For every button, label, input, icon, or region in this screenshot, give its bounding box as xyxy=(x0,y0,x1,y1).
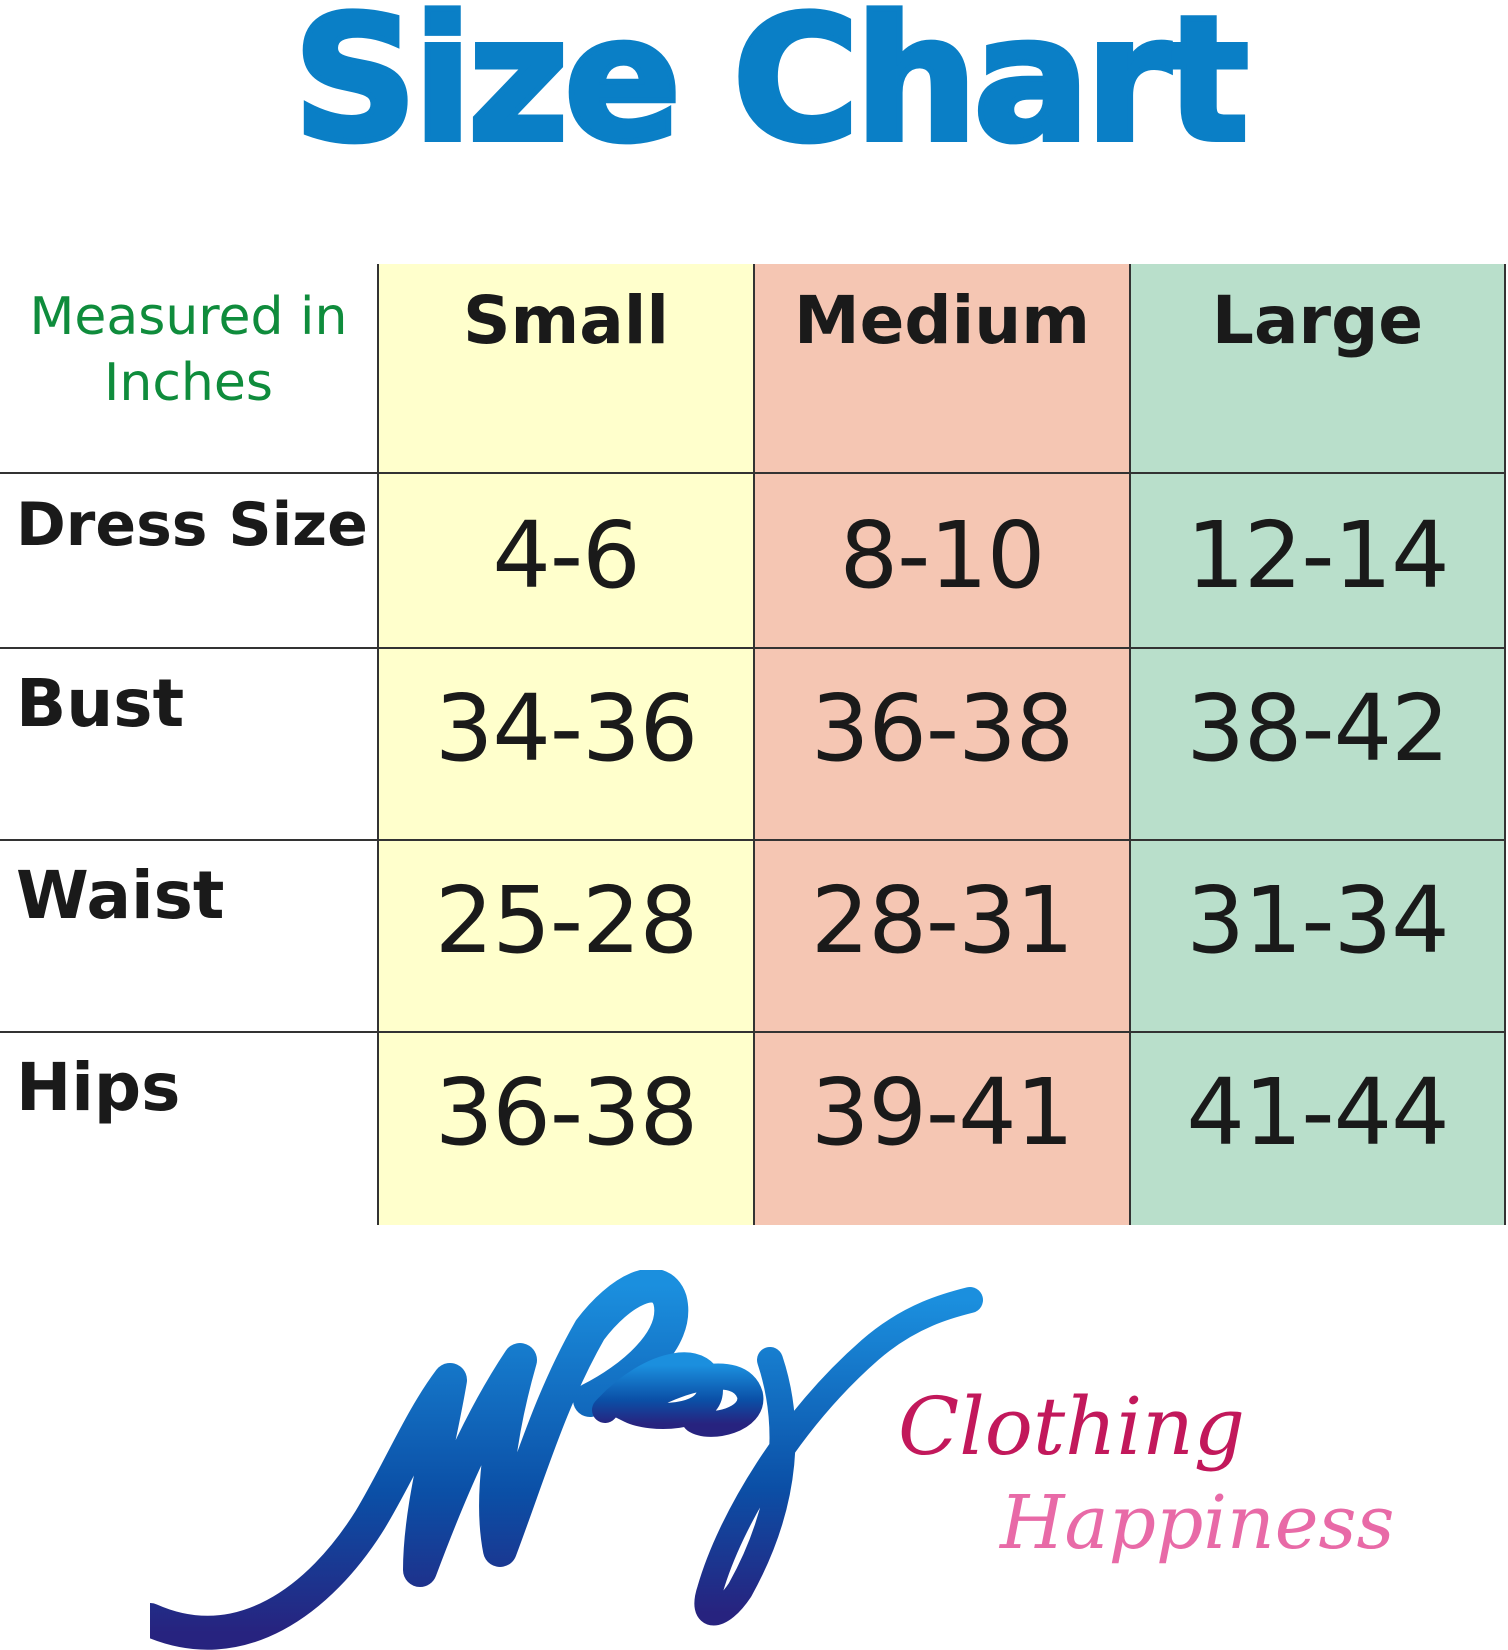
cell-value: 25-28 xyxy=(434,867,698,974)
cell-value: 38-42 xyxy=(1186,675,1449,782)
column-header-medium: Medium xyxy=(753,264,1129,474)
page-title: Size Chart xyxy=(290,0,1251,180)
cell-value: 36-38 xyxy=(434,1059,698,1166)
column-header-label: Large xyxy=(1211,282,1424,359)
units-label-line2: Inches xyxy=(104,353,273,413)
row-header-label: Hips xyxy=(16,1049,181,1126)
units-label: Measured in Inches xyxy=(0,264,377,416)
cell-value: 12-14 xyxy=(1186,502,1449,609)
table-cell: 31-34 xyxy=(1129,841,1506,1033)
table-cell: 36-38 xyxy=(377,1033,753,1225)
table-cell: 4-6 xyxy=(377,474,753,649)
table-cell: 25-28 xyxy=(377,841,753,1033)
cell-value: 8-10 xyxy=(839,502,1046,609)
table-cell: 28-31 xyxy=(753,841,1129,1033)
cell-value: 34-36 xyxy=(434,675,698,782)
row-header-waist: Waist xyxy=(0,841,377,1033)
row-header-label: Dress Size xyxy=(16,490,368,560)
table-cell: 12-14 xyxy=(1129,474,1506,649)
column-header-small: Small xyxy=(377,264,753,474)
corner-cell: Measured in Inches xyxy=(0,264,377,474)
row-header-hips: Hips xyxy=(0,1033,377,1225)
units-label-line1: Measured in xyxy=(29,287,348,347)
row-header-dress-size: Dress Size xyxy=(0,474,377,649)
cell-value: 4-6 xyxy=(492,502,640,609)
table-cell: 39-41 xyxy=(753,1033,1129,1225)
cell-value: 31-34 xyxy=(1186,867,1449,974)
cell-value: 36-38 xyxy=(810,675,1074,782)
size-table: Measured in Inches Small Medium Large Dr… xyxy=(0,264,1506,1225)
column-header-label: Medium xyxy=(793,282,1091,359)
tagline-clothing: Clothing xyxy=(898,1380,1245,1473)
table-cell: 38-42 xyxy=(1129,649,1506,841)
row-header-label: Waist xyxy=(16,857,225,934)
brand-logo xyxy=(150,1270,983,1650)
cell-value: 41-44 xyxy=(1186,1059,1449,1166)
column-header-large: Large xyxy=(1129,264,1506,474)
tagline-happiness: Happiness xyxy=(1000,1480,1395,1566)
table-cell: 41-44 xyxy=(1129,1033,1506,1225)
column-header-label: Small xyxy=(462,282,670,359)
table-cell: 8-10 xyxy=(753,474,1129,649)
row-header-label: Bust xyxy=(16,665,185,742)
cell-value: 28-31 xyxy=(810,867,1074,974)
cell-value: 39-41 xyxy=(810,1059,1074,1166)
table-cell: 36-38 xyxy=(753,649,1129,841)
table-cell: 34-36 xyxy=(377,649,753,841)
row-header-bust: Bust xyxy=(0,649,377,841)
